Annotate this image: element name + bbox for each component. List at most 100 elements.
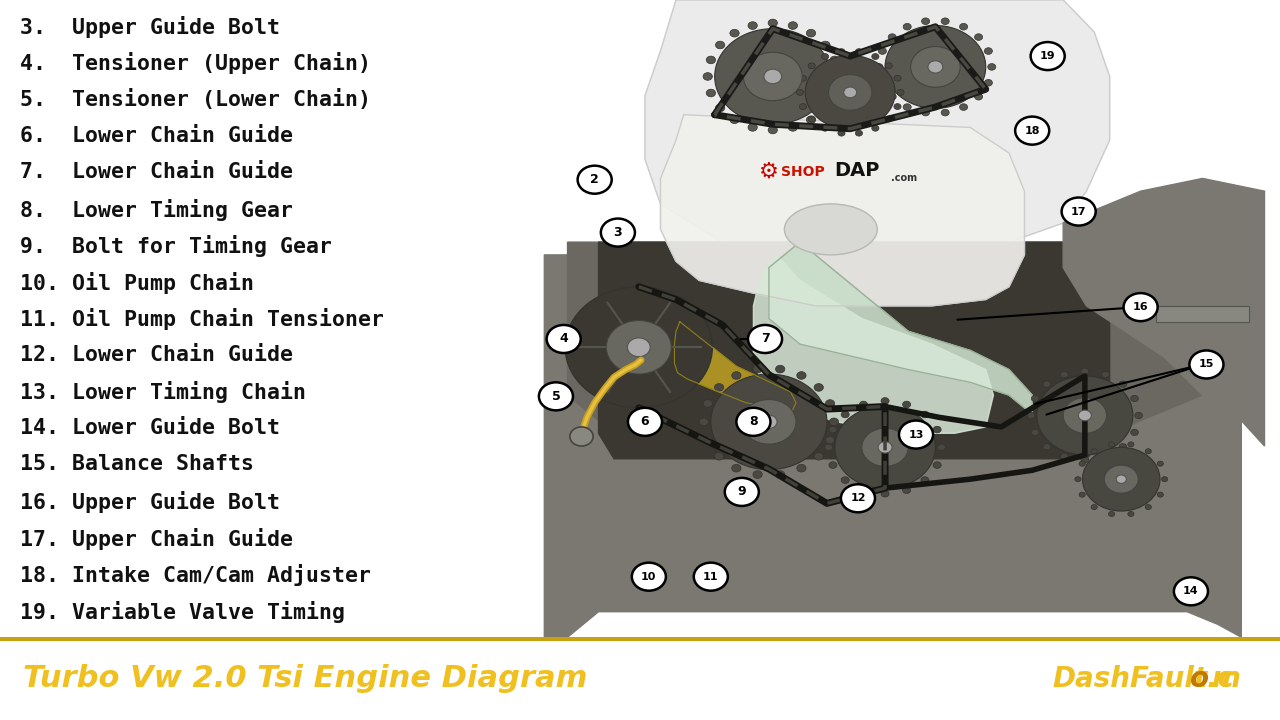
Circle shape xyxy=(1082,368,1089,374)
Text: 10. Oil Pump Chain: 10. Oil Pump Chain xyxy=(20,271,255,294)
Text: 7: 7 xyxy=(760,333,769,346)
Text: 13. Lower Timing Chain: 13. Lower Timing Chain xyxy=(20,382,306,403)
Circle shape xyxy=(841,411,849,418)
Polygon shape xyxy=(754,255,993,433)
Circle shape xyxy=(1157,492,1164,498)
Circle shape xyxy=(838,49,845,55)
Text: 6: 6 xyxy=(641,415,649,428)
Circle shape xyxy=(1061,197,1096,225)
Circle shape xyxy=(707,56,716,64)
Circle shape xyxy=(814,384,823,391)
Circle shape xyxy=(829,462,837,469)
Circle shape xyxy=(920,411,929,418)
Circle shape xyxy=(776,471,785,478)
Ellipse shape xyxy=(785,204,877,255)
Circle shape xyxy=(893,76,901,81)
Circle shape xyxy=(714,29,831,125)
Circle shape xyxy=(904,104,911,110)
Bar xyxy=(1156,306,1249,322)
Circle shape xyxy=(764,69,782,84)
Circle shape xyxy=(1030,42,1065,70)
Circle shape xyxy=(861,428,909,467)
Text: 9.  Bolt for Timing Gear: 9. Bolt for Timing Gear xyxy=(20,235,333,257)
Circle shape xyxy=(881,490,890,497)
Circle shape xyxy=(714,384,723,391)
Circle shape xyxy=(748,22,758,30)
Circle shape xyxy=(922,18,929,24)
Text: Turbo Vw 2.0 Tsi Engine Diagram: Turbo Vw 2.0 Tsi Engine Diagram xyxy=(23,664,588,693)
Circle shape xyxy=(607,320,671,374)
Circle shape xyxy=(822,125,828,131)
Circle shape xyxy=(841,477,849,483)
Circle shape xyxy=(1015,117,1050,145)
Text: 11: 11 xyxy=(703,572,718,582)
Circle shape xyxy=(855,49,863,55)
Circle shape xyxy=(1174,577,1208,606)
Circle shape xyxy=(806,116,815,124)
Circle shape xyxy=(1128,511,1134,516)
Circle shape xyxy=(826,400,835,408)
Circle shape xyxy=(796,372,806,379)
Circle shape xyxy=(1032,395,1039,402)
Circle shape xyxy=(736,408,771,436)
Circle shape xyxy=(841,485,876,513)
Circle shape xyxy=(960,104,968,110)
Circle shape xyxy=(838,130,845,136)
Circle shape xyxy=(788,22,797,30)
Text: 3.  Upper Guide Bolt: 3. Upper Guide Bolt xyxy=(20,16,280,38)
Circle shape xyxy=(1116,475,1126,483)
Circle shape xyxy=(1083,447,1160,511)
Circle shape xyxy=(933,462,941,469)
Circle shape xyxy=(829,56,840,64)
Circle shape xyxy=(1060,372,1068,378)
Polygon shape xyxy=(1064,179,1265,446)
Text: 16. Upper Guide Bolt: 16. Upper Guide Bolt xyxy=(20,491,280,513)
Circle shape xyxy=(707,89,716,96)
Circle shape xyxy=(748,124,758,131)
Circle shape xyxy=(1079,461,1085,467)
Circle shape xyxy=(1102,372,1110,378)
Circle shape xyxy=(703,436,713,444)
Polygon shape xyxy=(675,322,796,411)
Circle shape xyxy=(748,325,782,353)
Circle shape xyxy=(768,126,777,134)
Circle shape xyxy=(799,76,806,81)
Text: 14. Lower Guide Bolt: 14. Lower Guide Bolt xyxy=(20,418,280,438)
Circle shape xyxy=(742,400,796,444)
Circle shape xyxy=(570,427,593,446)
Circle shape xyxy=(902,401,910,408)
Circle shape xyxy=(1082,456,1089,463)
Circle shape xyxy=(1108,511,1115,516)
Text: 16: 16 xyxy=(1133,302,1148,312)
Circle shape xyxy=(808,116,815,122)
Text: .com: .com xyxy=(891,174,918,184)
Circle shape xyxy=(820,104,829,112)
Circle shape xyxy=(703,73,713,81)
Circle shape xyxy=(1135,413,1143,418)
Circle shape xyxy=(974,94,983,100)
Text: SHOP: SHOP xyxy=(781,165,824,179)
Circle shape xyxy=(941,18,950,24)
Text: 11. Oil Pump Chain Tensioner: 11. Oil Pump Chain Tensioner xyxy=(20,308,384,330)
Circle shape xyxy=(1130,429,1138,436)
Circle shape xyxy=(833,73,842,81)
Circle shape xyxy=(1130,395,1138,402)
Text: 15: 15 xyxy=(1199,359,1215,369)
Circle shape xyxy=(822,53,828,60)
Circle shape xyxy=(1037,376,1133,455)
Circle shape xyxy=(876,63,883,71)
Text: 10: 10 xyxy=(641,572,657,582)
Text: 12: 12 xyxy=(850,493,865,503)
Circle shape xyxy=(878,48,887,54)
Circle shape xyxy=(632,562,666,590)
Circle shape xyxy=(824,444,833,451)
Circle shape xyxy=(628,408,662,436)
Circle shape xyxy=(547,325,581,353)
Circle shape xyxy=(844,87,856,98)
Circle shape xyxy=(878,79,887,86)
Circle shape xyxy=(716,104,724,112)
Circle shape xyxy=(730,116,739,124)
Text: 5: 5 xyxy=(552,390,561,402)
Text: DAP: DAP xyxy=(835,161,881,179)
Circle shape xyxy=(988,63,996,71)
